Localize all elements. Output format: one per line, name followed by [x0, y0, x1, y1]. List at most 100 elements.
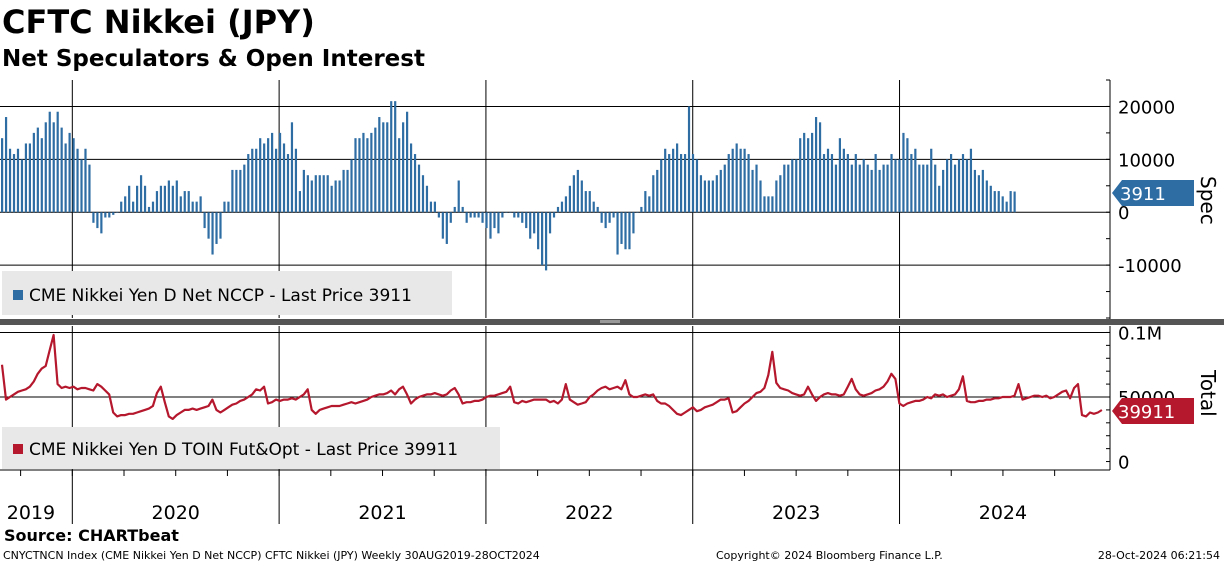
spec-bar [84, 148, 87, 213]
panel-divider-grip[interactable] [600, 320, 620, 323]
spec-bar [787, 164, 790, 213]
spec-bar [445, 212, 448, 244]
spec-bar [783, 164, 786, 213]
spec-bar [175, 180, 178, 213]
spec-bar [600, 212, 603, 223]
spec-bar [136, 185, 139, 213]
spec-bar [60, 127, 63, 213]
spec-bar [231, 169, 234, 213]
spec-bar [159, 185, 163, 213]
spec-bar [306, 175, 309, 213]
spec-bar [263, 143, 266, 213]
spec-bar [517, 212, 520, 218]
spec-bar [568, 185, 572, 213]
spec-bar [1, 138, 4, 213]
spec-bar [918, 164, 921, 213]
spec-bar [398, 138, 401, 213]
spec-bar [668, 154, 671, 213]
spec-bar [322, 175, 325, 213]
spec-bar [687, 106, 691, 213]
spec-bar [846, 154, 849, 213]
spec-y-tick-label: 0 [1118, 203, 1129, 224]
spec-bar [691, 154, 695, 213]
spec-bar [560, 201, 564, 213]
spec-bar [894, 159, 897, 213]
spec-bar [378, 117, 381, 213]
spec-bar [616, 212, 619, 255]
spec-bar [151, 201, 155, 213]
spec-bar [374, 127, 377, 213]
spec-bar [814, 117, 818, 213]
spec-bar [449, 212, 452, 223]
spec-bar [80, 159, 83, 213]
spec-bar [147, 206, 151, 213]
spec-bar [501, 212, 504, 218]
spec-bar [116, 212, 119, 213]
spec-bar [795, 159, 798, 213]
spec-bar [965, 159, 969, 213]
spec-bar [683, 154, 687, 213]
spec-bar [8, 148, 12, 213]
spec-bar [139, 175, 143, 213]
spec-legend-box [2, 271, 452, 315]
spec-bar [167, 180, 170, 213]
spec-bar [779, 175, 782, 213]
spec-bar [346, 169, 349, 213]
spec-bar [961, 154, 965, 213]
spec-bar [338, 180, 341, 213]
total-y-tick-label: 0 [1118, 453, 1129, 474]
spec-bar [731, 148, 734, 213]
spec-bar [656, 169, 659, 213]
spec-bar [473, 212, 476, 218]
spec-bar [703, 180, 707, 213]
total-legend-text: CME Nikkei Yen D TOIN Fut&Opt - Last Pri… [29, 440, 458, 460]
spec-bar [298, 191, 301, 213]
spec-bar [989, 185, 992, 213]
spec-bar [953, 164, 957, 213]
spec-bar [183, 191, 186, 213]
spec-bar [934, 164, 937, 213]
spec-bar [902, 132, 905, 213]
spec-bar [926, 164, 929, 213]
spec-bar [818, 122, 822, 213]
spec-bar [957, 159, 961, 213]
x-axis-year-label: 2020 [152, 502, 200, 524]
spec-bar [402, 122, 405, 213]
spec-bar [997, 191, 1000, 213]
spec-bar [632, 212, 635, 234]
spec-bar [96, 212, 99, 229]
spec-bar [143, 185, 147, 213]
spec-bar [413, 154, 417, 213]
spec-bar [239, 169, 242, 213]
spec-bar [628, 212, 631, 250]
spec-bar [227, 201, 230, 213]
spec-bar [163, 185, 166, 213]
spec-bar [32, 132, 35, 213]
x-axis-year-label: 2021 [358, 502, 406, 524]
spec-bar [1009, 191, 1012, 213]
spec-bar [247, 154, 250, 213]
spec-bar [644, 191, 647, 213]
total-legend-swatch [13, 444, 23, 454]
spec-bar [898, 159, 901, 213]
spec-bar [207, 212, 210, 239]
spec-bar [267, 138, 270, 213]
spec-bar [219, 212, 222, 239]
spec-bar [282, 143, 286, 213]
spec-bar [108, 212, 111, 218]
spec-bar [922, 164, 925, 213]
spec-bar [386, 122, 389, 213]
spec-bar [739, 148, 742, 213]
spec-bar [930, 148, 933, 213]
spec-bar [223, 201, 226, 213]
spec-bar [711, 180, 714, 213]
spec-bar [271, 132, 274, 213]
spec-bar [417, 164, 421, 213]
spec-bar [489, 212, 492, 239]
spec-bar [763, 196, 766, 213]
spec-bar [155, 191, 159, 213]
spec-bar [537, 212, 540, 250]
spec-bar [56, 111, 59, 213]
spec-bar [251, 148, 254, 213]
spec-bar [24, 143, 28, 213]
